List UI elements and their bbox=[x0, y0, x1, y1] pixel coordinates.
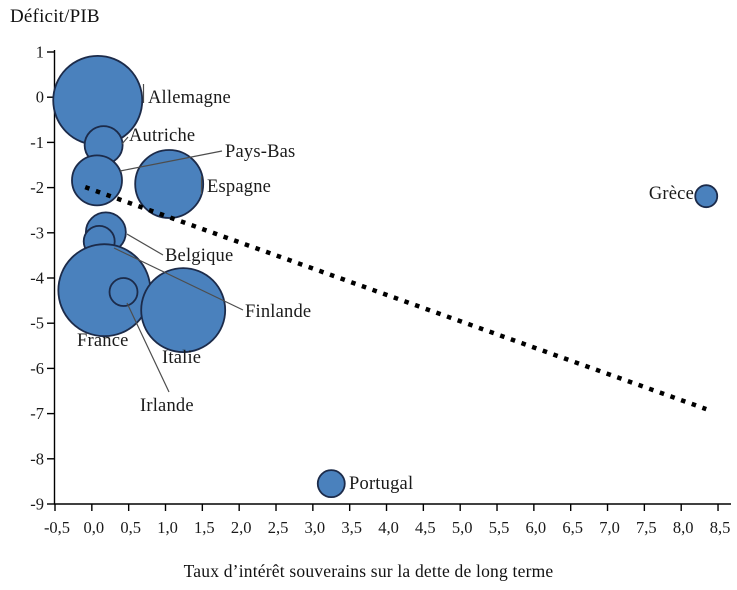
x-tick-label: 3,0 bbox=[305, 518, 326, 537]
label-pays-bas: Pays-Bas bbox=[225, 142, 295, 162]
x-tick-label: 2,5 bbox=[268, 518, 289, 537]
bubble-espagne bbox=[134, 149, 205, 219]
y-tick-label: -9 bbox=[30, 495, 44, 514]
x-tick-label: -0,5 bbox=[44, 518, 70, 537]
y-tick-label: 0 bbox=[36, 88, 44, 107]
label-irlande: Irlande bbox=[140, 396, 194, 416]
x-axis-title: Taux d’intérêt souverains sur la dette d… bbox=[183, 561, 554, 581]
chart-title: Déficit/PIB bbox=[10, 6, 100, 27]
x-tick-label: 8,5 bbox=[710, 518, 731, 537]
x-tick-label: 5,5 bbox=[489, 518, 510, 537]
x-tick-label: 6,5 bbox=[562, 518, 583, 537]
bubble-pays-bas bbox=[71, 154, 123, 207]
label-allemagne: Allemagne bbox=[148, 88, 231, 108]
x-tick-label: 7,0 bbox=[599, 518, 620, 537]
x-tick-label: 1,0 bbox=[157, 518, 178, 537]
y-tick-label: -7 bbox=[30, 404, 44, 423]
y-tick-label: -2 bbox=[30, 178, 44, 197]
leader-belgique bbox=[126, 233, 164, 256]
label-portugal: Portugal bbox=[349, 474, 413, 494]
x-tick-label: 7,5 bbox=[636, 518, 657, 537]
trendline bbox=[84, 185, 707, 412]
x-tick-label: 3,5 bbox=[341, 518, 362, 537]
label-autriche: Autriche bbox=[129, 126, 195, 146]
leader-pays-bas bbox=[119, 150, 223, 172]
bubble-italie bbox=[140, 267, 227, 353]
label-belgique: Belgique bbox=[165, 246, 233, 266]
x-tick-label: 5,0 bbox=[452, 518, 473, 537]
label-espagne: Espagne bbox=[207, 177, 271, 197]
x-tick-label: 0,5 bbox=[120, 518, 141, 537]
x-tick-label: 8,0 bbox=[673, 518, 694, 537]
bubble-portugal bbox=[316, 469, 346, 499]
x-tick-label: 4,0 bbox=[378, 518, 399, 537]
leader-irlande bbox=[126, 302, 170, 393]
x-tick-label: 4,5 bbox=[415, 518, 436, 537]
leader-finlande bbox=[113, 247, 244, 311]
x-tick-label: 2,0 bbox=[231, 518, 252, 537]
y-tick-label: -3 bbox=[30, 223, 44, 242]
leader-autriche bbox=[121, 136, 129, 145]
y-tick-label: -4 bbox=[30, 269, 44, 288]
y-tick-label: -6 bbox=[30, 359, 44, 378]
x-tick-label: 1,5 bbox=[194, 518, 215, 537]
label-france: France bbox=[77, 331, 129, 351]
bubble-irlande bbox=[108, 277, 139, 307]
label-finlande: Finlande bbox=[245, 302, 311, 322]
x-tick-label: 0,0 bbox=[84, 518, 105, 537]
y-tick-label: -8 bbox=[30, 449, 44, 468]
bubble-grece bbox=[694, 184, 719, 209]
label-grece: Grèce bbox=[649, 184, 694, 204]
y-tick-label: -1 bbox=[30, 133, 44, 152]
x-tick-label: 6,0 bbox=[526, 518, 547, 537]
y-tick-label: -5 bbox=[30, 314, 44, 333]
y-tick-label: 1 bbox=[36, 43, 44, 62]
label-italie: Italie bbox=[162, 348, 201, 368]
